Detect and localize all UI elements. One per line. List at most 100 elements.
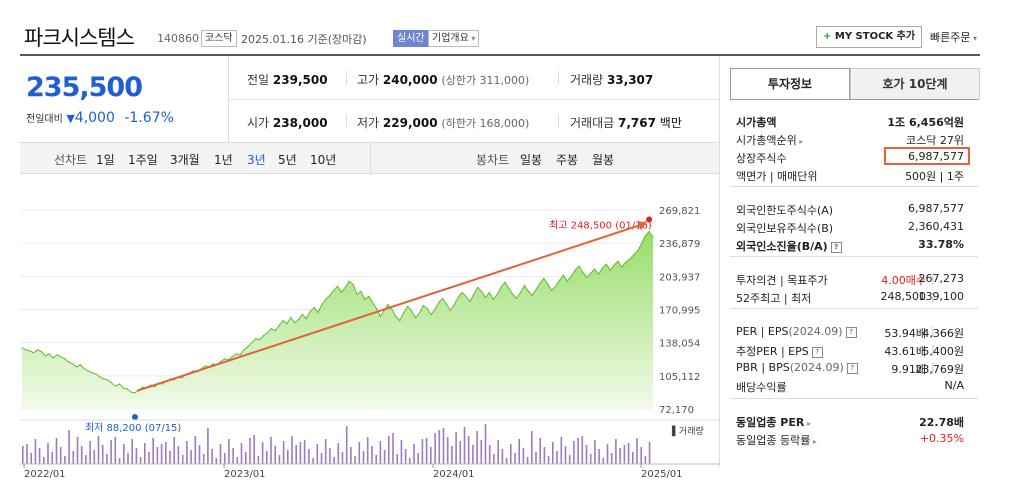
price-point xyxy=(558,279,561,281)
volume-bar xyxy=(337,443,340,464)
period-3y[interactable]: 3년 xyxy=(247,153,266,167)
info-label: 52주최고 | 최저 xyxy=(736,292,812,305)
info-label: 투자의견 | 목표주가 xyxy=(736,274,828,287)
price-point xyxy=(531,294,533,296)
volume-bar xyxy=(488,445,491,464)
price-point xyxy=(130,391,132,393)
period-10y[interactable]: 10년 xyxy=(310,153,337,167)
volume-bar xyxy=(80,446,83,464)
open-label: 시가 xyxy=(247,116,270,130)
price-point xyxy=(621,266,623,268)
prev-close-value: 239,500 xyxy=(272,73,328,87)
volume-bar xyxy=(455,432,457,464)
volume-bar xyxy=(510,444,512,464)
plus-icon: + xyxy=(823,31,832,42)
help-icon[interactable]: ? xyxy=(811,346,823,358)
volume-label: ▌거래량 xyxy=(671,425,704,437)
date-text: 2025.01.16 기준(장마감) xyxy=(241,33,367,46)
period-1d[interactable]: 1일 xyxy=(96,153,115,167)
price-point xyxy=(492,298,494,300)
price-point xyxy=(500,286,502,288)
price-chart[interactable]: 269,821 236,879 203,937 170,995 138,054 105,1… xyxy=(20,172,719,480)
volume-bar xyxy=(484,424,487,464)
help-icon[interactable]: ? xyxy=(830,241,842,253)
volume-bar xyxy=(144,443,146,464)
volume: 거래량 33,307 xyxy=(570,71,653,88)
price-point xyxy=(391,308,393,311)
price-point xyxy=(122,387,124,389)
price-point xyxy=(231,356,233,358)
amount-value: 7,767 xyxy=(618,116,656,130)
volume-bar xyxy=(388,436,390,464)
line-chart-label: 선차트 xyxy=(54,153,88,167)
price-point xyxy=(551,289,553,291)
info-label: 시가총액 xyxy=(736,116,777,129)
price-point xyxy=(430,313,432,316)
chevron-down-icon: ▾ xyxy=(468,34,476,43)
price-point xyxy=(223,358,226,360)
quote-row-1: 전일 239,500 xyxy=(247,71,328,88)
volume-bar xyxy=(135,448,138,464)
price-point xyxy=(652,236,654,238)
volume-bar xyxy=(383,450,386,464)
quick-order-link[interactable]: 빠른주문 ▾ xyxy=(930,29,977,45)
candle-weekly[interactable]: 주봉 xyxy=(556,153,579,167)
volume-bar xyxy=(30,453,32,464)
divider xyxy=(719,56,720,467)
price-point xyxy=(239,354,241,356)
volume-bar xyxy=(148,452,150,464)
price-point xyxy=(68,361,70,363)
price-point xyxy=(578,265,580,267)
period-3m[interactable]: 3개월 xyxy=(170,153,200,167)
volume-bar xyxy=(236,457,239,464)
help-icon[interactable]: ? xyxy=(846,362,858,374)
down-arrow-icon: ▼ xyxy=(66,112,75,125)
period-1y[interactable]: 1년 xyxy=(214,153,233,167)
info-value: N/A xyxy=(944,379,964,392)
y-tick-label: 138,054 xyxy=(659,339,700,350)
period-5y[interactable]: 5년 xyxy=(278,153,297,167)
price-point xyxy=(142,386,144,388)
volume-bar xyxy=(287,450,289,464)
overview-dropdown[interactable]: 기업개요 ▾ xyxy=(428,30,480,47)
price-point xyxy=(399,320,401,322)
info-value: 2,360,431 xyxy=(908,220,964,233)
price-point xyxy=(434,308,436,311)
volume-bar xyxy=(640,447,642,464)
price-point xyxy=(247,346,249,348)
period-1w[interactable]: 1주일 xyxy=(128,153,158,167)
volume-bar xyxy=(291,436,293,464)
price-point xyxy=(488,291,490,293)
price-point xyxy=(387,303,389,306)
min-label: 최저 88,200 (07/15) xyxy=(85,422,181,434)
candle-daily[interactable]: 일봉 xyxy=(520,153,543,167)
x-tick-label: 2024/01 xyxy=(433,469,475,480)
tab-invest-info[interactable]: 투자정보 xyxy=(730,68,850,99)
candle-monthly[interactable]: 월봉 xyxy=(592,153,615,167)
tab-orderbook[interactable]: 호가 10단계 xyxy=(850,68,980,100)
price-point xyxy=(262,335,265,337)
low-price: 저가 229,000 (하한가 168,000) xyxy=(357,114,529,131)
price-point xyxy=(333,289,335,291)
price-point xyxy=(504,281,506,283)
price-point xyxy=(625,261,627,263)
price-point xyxy=(134,392,136,394)
stock-header: 파크시스템스 140860 코스닥 2025.01.16 기준(장마감) 실시간… xyxy=(0,0,1018,56)
info-value-b: 23,769원 xyxy=(915,363,964,376)
value-separator: | xyxy=(931,343,935,356)
price-point xyxy=(461,291,463,293)
mystock-add-button[interactable]: + MY STOCK 추가 xyxy=(816,26,923,48)
price-point xyxy=(469,300,471,302)
price-point xyxy=(325,298,327,300)
price-change: 전일대비 ▼4,000 -1.67% xyxy=(26,110,174,126)
price-point xyxy=(56,354,58,356)
price-point xyxy=(301,313,303,316)
volume-bar xyxy=(131,439,133,464)
price-point xyxy=(64,358,66,360)
info-value: 22.78배 xyxy=(919,416,964,429)
realtime-badge[interactable]: 실시간 xyxy=(393,30,429,47)
price-point xyxy=(636,250,639,252)
help-icon[interactable]: ? xyxy=(845,326,857,338)
price-point xyxy=(360,290,362,292)
volume-bar xyxy=(202,454,205,464)
